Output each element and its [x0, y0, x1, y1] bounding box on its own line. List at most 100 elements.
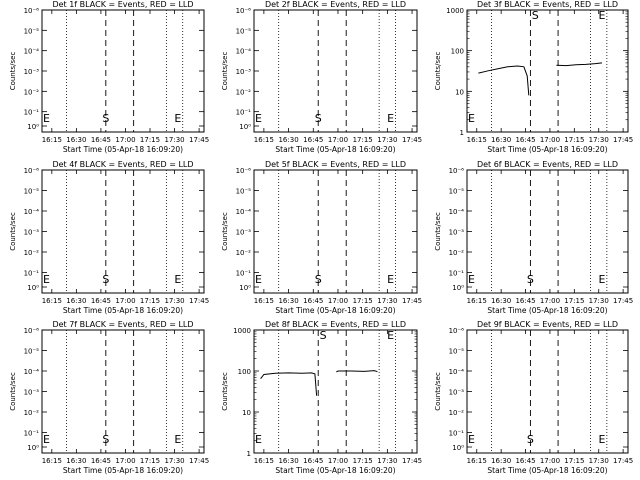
y-tick-label: 10⁻² — [449, 409, 465, 417]
x-tick-label: 17:15 — [353, 457, 373, 465]
x-axis-label: Start Time (05-Apr-18 16:09:20) — [63, 145, 183, 154]
x-tick-label: 17:15 — [140, 457, 160, 465]
start-marker-label: S — [527, 273, 534, 286]
chart-title: Det 8f BLACK = Events, RED = LLD — [265, 320, 406, 329]
end-marker-label: E — [43, 273, 50, 286]
y-tick-label: 10⁻⁶ — [236, 7, 252, 15]
y-tick-label: 10⁻¹ — [236, 270, 252, 278]
plot-frame — [466, 329, 629, 454]
chart-panel-8: Det 8f BLACK = Events, RED = LLD 16:15 16:… — [221, 320, 422, 475]
x-tick-label: 16:15 — [467, 457, 487, 465]
end-marker-label: E — [468, 433, 475, 446]
end-marker-label: E — [387, 112, 394, 125]
x-tick-label: 16:15 — [467, 136, 487, 144]
x-axis-label: Start Time (05-Apr-18 16:09:20) — [487, 306, 607, 315]
x-tick-label: 16:15 — [254, 457, 274, 465]
x-tick-label: 16:30 — [66, 297, 86, 305]
x-tick-label: 17:15 — [564, 457, 584, 465]
start-marker-label: S — [320, 329, 327, 342]
y-tick-label: 1000 — [446, 7, 464, 15]
y-tick-label: 10⁻² — [24, 249, 40, 257]
y-tick-label: 10⁻⁴ — [449, 208, 465, 216]
x-axis-label: Start Time (05-Apr-18 16:09:20) — [63, 466, 183, 475]
x-tick-label: 16:15 — [254, 297, 274, 305]
chart-panel-9: Det 9f BLACK = Events, RED = LLD 16:15 16:… — [434, 320, 633, 475]
y-tick-label: 10⁻² — [236, 249, 252, 257]
y-tick-label: 10⁻³ — [449, 389, 465, 397]
y-tick-label: 100 — [451, 48, 464, 56]
y-axis-label: Counts/sec — [434, 212, 442, 251]
y-tick-label: 1 — [247, 450, 251, 458]
x-tick-label: 17:00 — [540, 136, 560, 144]
y-tick-label: 10⁻² — [449, 249, 465, 257]
x-tick-label: 17:45 — [613, 457, 633, 465]
x-tick-label: 16:30 — [278, 457, 298, 465]
y-tick-label: 10⁻⁵ — [449, 348, 465, 356]
x-axis-label: Start Time (05-Apr-18 16:09:20) — [275, 145, 395, 154]
end-marker-label: E — [174, 273, 181, 286]
x-tick-label: 16:45 — [515, 457, 535, 465]
end-marker-label: E — [43, 112, 50, 125]
x-tick-label: 17:45 — [402, 297, 422, 305]
chart-title: Det 7f BLACK = Events, RED = LLD — [52, 320, 193, 329]
y-tick-label: 10⁻⁴ — [24, 368, 40, 376]
x-tick-label: 17:45 — [189, 457, 209, 465]
start-marker-label: S — [102, 273, 109, 286]
x-tick-label: 17:45 — [189, 136, 209, 144]
start-marker-label: S — [102, 112, 109, 125]
x-tick-label: 17:00 — [328, 457, 348, 465]
x-tick-label: 16:45 — [91, 297, 111, 305]
chart-panel-1: Det 1f BLACK = Events, RED = LLD 16:15 16:… — [9, 0, 209, 154]
y-tick-label: 10⁻⁵ — [24, 348, 40, 356]
y-tick-label: 10⁻⁶ — [449, 167, 465, 175]
y-tick-label: 1000 — [233, 327, 251, 335]
x-tick-label: 17:00 — [115, 136, 135, 144]
start-marker-label: S — [315, 112, 322, 125]
y-axis-label: Counts/sec — [9, 212, 17, 251]
x-tick-label: 16:45 — [303, 136, 323, 144]
x-axis-label: Start Time (05-Apr-18 16:09:20) — [275, 466, 395, 475]
x-tick-label: 16:45 — [91, 136, 111, 144]
y-tick-label: 10⁻² — [24, 409, 40, 417]
y-axis-label: Counts/sec — [221, 372, 229, 411]
x-tick-label: 17:30 — [164, 136, 184, 144]
x-tick-label: 17:30 — [377, 136, 397, 144]
end-marker-label: E — [255, 273, 262, 286]
x-tick-label: 17:45 — [613, 297, 633, 305]
plot-frame — [466, 169, 629, 294]
y-tick-label: 10⁻³ — [236, 68, 252, 76]
plot-frame — [41, 329, 205, 454]
x-tick-label: 17:15 — [564, 136, 584, 144]
y-tick-label: 10⁻³ — [236, 229, 252, 237]
y-tick-label: 10 — [455, 88, 464, 96]
x-tick-label: 17:00 — [115, 457, 135, 465]
chart-panel-5: Det 5f BLACK = Events, RED = LLD 16:15 16:… — [221, 160, 422, 315]
y-tick-label: 10⁰ — [27, 123, 39, 131]
chart-title: Det 4f BLACK = Events, RED = LLD — [52, 160, 193, 169]
end-marker-label: E — [599, 273, 606, 286]
y-tick-label: 10⁻⁶ — [449, 327, 465, 335]
x-tick-label: 17:00 — [540, 297, 560, 305]
chart-title: Det 6f BLACK = Events, RED = LLD — [477, 160, 618, 169]
y-tick-label: 10⁻¹ — [24, 109, 40, 117]
x-tick-label: 17:15 — [564, 297, 584, 305]
y-tick-label: 10⁻⁴ — [24, 208, 40, 216]
x-tick-label: 16:30 — [278, 297, 298, 305]
x-tick-label: 16:30 — [278, 136, 298, 144]
plot-frame — [41, 9, 205, 133]
plot-frame — [253, 169, 418, 294]
y-tick-label: 10⁻² — [24, 88, 40, 96]
x-tick-label: 17:30 — [164, 457, 184, 465]
y-tick-label: 10⁻⁶ — [236, 167, 252, 175]
y-tick-label: 10⁻² — [236, 88, 252, 96]
y-tick-label: 10⁻⁵ — [24, 188, 40, 196]
y-tick-label: 10⁰ — [239, 123, 251, 131]
end-marker-label: E — [255, 433, 262, 446]
x-tick-label: 17:15 — [353, 297, 373, 305]
x-tick-label: 16:30 — [66, 136, 86, 144]
y-tick-label: 10⁻¹ — [24, 430, 40, 438]
start-marker-label: S — [102, 433, 109, 446]
chart-panel-6: Det 6f BLACK = Events, RED = LLD 16:15 16:… — [434, 160, 633, 315]
x-tick-label: 17:30 — [589, 136, 609, 144]
